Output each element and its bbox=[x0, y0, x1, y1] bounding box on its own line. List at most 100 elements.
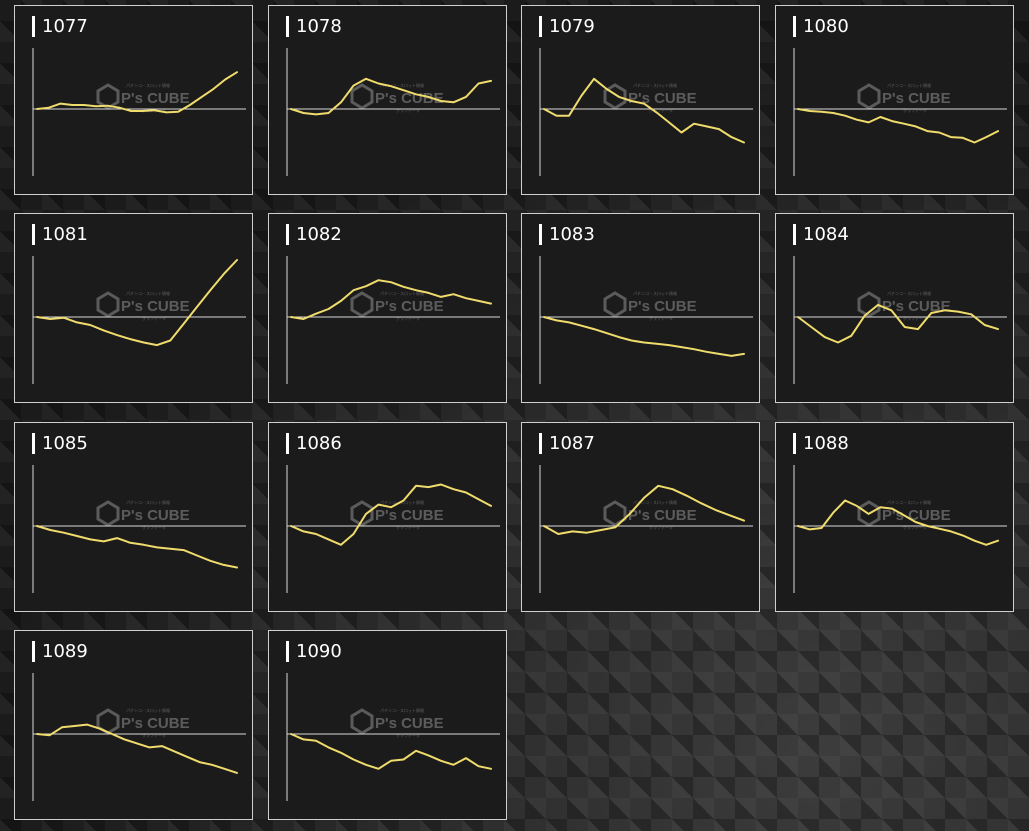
graph-panel-1079[interactable]: 1079 P's CUBE パチンコ・スロット情報 グラフデータ bbox=[521, 5, 760, 195]
machine-number-label: 1087 bbox=[549, 433, 595, 454]
watermark-brand: P's CUBE bbox=[628, 90, 697, 107]
graph-panel-1086[interactable]: 1086 P's CUBE パチンコ・スロット情報 グラフデータ bbox=[268, 422, 507, 612]
balance-line bbox=[36, 525, 238, 569]
graph-panel-1090[interactable]: 1090 P's CUBE パチンコ・スロット情報 グラフデータ bbox=[268, 630, 507, 820]
watermark-brand: P's CUBE bbox=[121, 507, 190, 524]
machine-number-label: 1084 bbox=[803, 224, 849, 245]
watermark-subline: グラフデータ bbox=[396, 315, 420, 321]
graph-panel-1083[interactable]: 1083 P's CUBE パチンコ・スロット情報 グラフデータ bbox=[521, 213, 760, 403]
label-marker bbox=[539, 16, 542, 37]
balance-line bbox=[797, 303, 999, 344]
balance-line bbox=[543, 77, 745, 144]
watermark-brand: P's CUBE bbox=[375, 507, 444, 524]
balance-line bbox=[36, 71, 238, 114]
watermark-brand: P's CUBE bbox=[882, 507, 951, 524]
balance-line bbox=[543, 316, 745, 357]
watermark-subline: グラフデータ bbox=[396, 107, 420, 113]
graph-panel-1078[interactable]: 1078 P's CUBE パチンコ・スロット情報グラフデータ bbox=[268, 5, 507, 195]
label-marker bbox=[539, 224, 542, 245]
watermark-subline: グラフデータ bbox=[649, 524, 673, 530]
watermark-subline: グラフデータ bbox=[142, 315, 166, 321]
watermark-brand: P's CUBE bbox=[121, 715, 190, 732]
graph-panel-1080[interactable]: 1080 P's CUBE パチンコ・スロット情報 グラフデータ bbox=[775, 5, 1014, 195]
machine-number-label: 1085 bbox=[42, 433, 88, 454]
watermark-subline: グラフデータ bbox=[396, 524, 420, 530]
balance-line bbox=[290, 279, 492, 320]
balance-line bbox=[797, 499, 999, 546]
graph-panel-1081[interactable]: 1081 P's CUBE パチンコ・スロット情報 グラフデータ bbox=[14, 213, 253, 403]
balance-line bbox=[543, 484, 745, 535]
watermark-brand: P's CUBE bbox=[628, 298, 697, 315]
watermark-brand: P's CUBE bbox=[375, 715, 444, 732]
watermark-tagline: パチンコ・スロット情報 bbox=[380, 82, 424, 88]
graph-panel-1077[interactable]: 1077 P's CUBE パチンコ・スロット情報 グラフデータ bbox=[14, 5, 253, 195]
label-marker bbox=[286, 433, 289, 454]
watermark-brand: P's CUBE bbox=[121, 298, 190, 315]
machine-number-label: 1086 bbox=[296, 433, 342, 454]
label-marker bbox=[32, 433, 35, 454]
graph-panel-1085[interactable]: 1085 P's CUBE パチンコ・スロット情報 グラフデータ bbox=[14, 422, 253, 612]
watermark-tagline: パチンコ・スロット情報 bbox=[887, 290, 931, 296]
watermark-brand: P's CUBE bbox=[121, 90, 190, 107]
watermark-brand: P's CUBE bbox=[375, 90, 444, 107]
watermark-brand: P's CUBE bbox=[882, 298, 951, 315]
watermark-tagline: パチンコ・スロット情報 bbox=[887, 82, 931, 88]
watermark-subline: グラフデータ bbox=[142, 524, 166, 530]
machine-number-label: 1090 bbox=[296, 641, 342, 662]
balance-line bbox=[290, 77, 492, 116]
label-marker bbox=[793, 433, 796, 454]
machine-number-label: 1089 bbox=[42, 641, 88, 662]
watermark-subline: グラフデータ bbox=[903, 524, 927, 530]
label-marker bbox=[32, 16, 35, 37]
graph-panel-1087[interactable]: 1087 P's CUBE パチンコ・スロット情報グラフデータ bbox=[521, 422, 760, 612]
watermark-subline: グラフデータ bbox=[903, 315, 927, 321]
watermark-tagline: パチンコ・スロット情報 bbox=[633, 499, 677, 505]
watermark-subline: グラフデータ bbox=[396, 732, 420, 738]
balance-line bbox=[36, 259, 238, 347]
machine-number-label: 1081 bbox=[42, 224, 88, 245]
graph-panel-1084[interactable]: 1084 P's CUBE パチンコ・スロット情報グラフデータ bbox=[775, 213, 1014, 403]
machine-number-label: 1088 bbox=[803, 433, 849, 454]
label-marker bbox=[793, 224, 796, 245]
machine-number-label: 1077 bbox=[42, 16, 88, 37]
graph-panel-1082[interactable]: 1082 P's CUBE パチンコ・スロット情報 グラフデータ bbox=[268, 213, 507, 403]
label-marker bbox=[32, 641, 35, 662]
machine-number-label: 1079 bbox=[549, 16, 595, 37]
label-marker bbox=[32, 224, 35, 245]
label-marker bbox=[539, 433, 542, 454]
machine-number-label: 1078 bbox=[296, 16, 342, 37]
balance-line bbox=[797, 108, 999, 144]
label-marker bbox=[286, 16, 289, 37]
label-marker bbox=[286, 641, 289, 662]
graph-panel-1089[interactable]: 1089 P's CUBE パチンコ・スロット情報 グラフデータ bbox=[14, 630, 253, 820]
watermark-tagline: パチンコ・スロット情報 bbox=[380, 290, 424, 296]
machine-number-label: 1083 bbox=[549, 224, 595, 245]
graph-panel-1088[interactable]: 1088 P's CUBE パチンコ・スロット情報 グラフデータ bbox=[775, 422, 1014, 612]
balance-line bbox=[290, 483, 492, 546]
watermark-brand: P's CUBE bbox=[628, 507, 697, 524]
watermark-tagline: パチンコ・スロット情報 bbox=[126, 707, 170, 713]
machine-number-label: 1080 bbox=[803, 16, 849, 37]
